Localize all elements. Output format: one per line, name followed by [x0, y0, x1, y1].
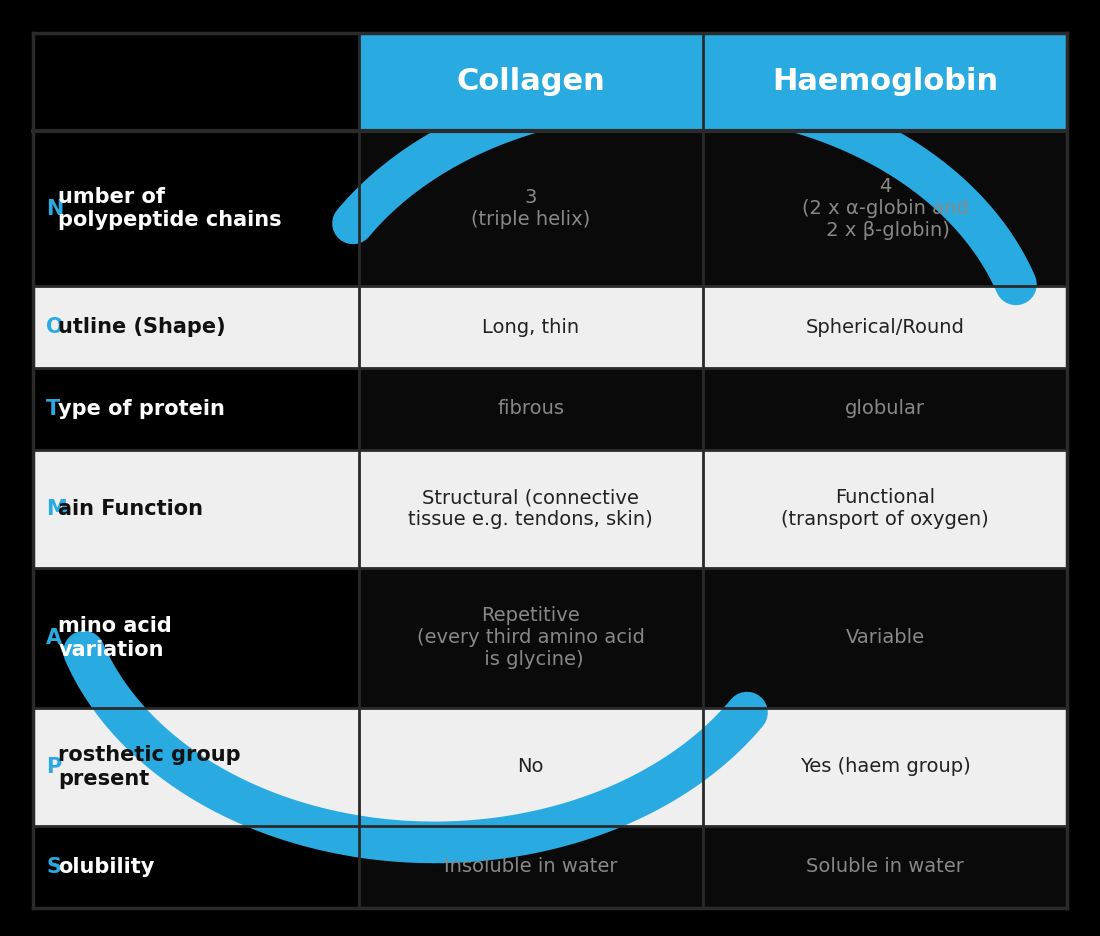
Bar	[703, 33, 1067, 131]
Bar	[703, 708, 1067, 826]
Text: T: T	[46, 399, 60, 419]
Text: Soluble in water: Soluble in water	[806, 857, 964, 876]
Bar	[703, 568, 1067, 708]
Bar	[33, 131, 359, 286]
Text: N: N	[46, 198, 64, 218]
Bar	[359, 826, 703, 908]
Bar	[33, 286, 359, 368]
Text: olubility: olubility	[58, 857, 155, 877]
Bar	[703, 450, 1067, 568]
Text: Functional
(transport of oxygen): Functional (transport of oxygen)	[781, 489, 989, 530]
Bar	[33, 826, 359, 908]
Bar	[703, 368, 1067, 450]
Text: umber of
polypeptide chains: umber of polypeptide chains	[58, 187, 282, 230]
Bar	[33, 33, 359, 131]
Bar	[359, 368, 703, 450]
Text: P: P	[46, 757, 62, 777]
Text: globular: globular	[845, 400, 925, 418]
Text: fibrous: fibrous	[497, 400, 564, 418]
Text: O: O	[46, 317, 64, 337]
Bar	[359, 708, 703, 826]
Bar	[33, 568, 359, 708]
Text: M: M	[46, 499, 67, 519]
Bar	[33, 708, 359, 826]
Text: Structural (connective
tissue e.g. tendons, skin): Structural (connective tissue e.g. tendo…	[408, 489, 653, 530]
Text: Spherical/Round: Spherical/Round	[805, 317, 965, 337]
Bar	[33, 368, 359, 450]
Text: Repetitive
(every third amino acid
 is glycine): Repetitive (every third amino acid is gl…	[417, 607, 645, 669]
Bar	[359, 33, 703, 131]
Text: Haemoglobin: Haemoglobin	[772, 67, 998, 96]
Text: 3
(triple helix): 3 (triple helix)	[471, 188, 591, 229]
Text: Collagen: Collagen	[456, 67, 605, 96]
Text: 4
(2 x α-globin and
 2 x β-globin): 4 (2 x α-globin and 2 x β-globin)	[802, 177, 968, 240]
Text: A: A	[46, 628, 63, 648]
Bar	[359, 450, 703, 568]
Bar	[703, 826, 1067, 908]
Text: No: No	[518, 757, 544, 777]
Text: Insoluble in water: Insoluble in water	[444, 857, 617, 876]
Text: mino acid
variation: mino acid variation	[58, 617, 172, 660]
Bar	[703, 131, 1067, 286]
Text: ain Function: ain Function	[58, 499, 204, 519]
Bar	[359, 286, 703, 368]
Text: utline (Shape): utline (Shape)	[58, 317, 226, 337]
Text: Yes (haem group): Yes (haem group)	[800, 757, 970, 777]
Text: Variable: Variable	[846, 628, 925, 648]
Text: Long, thin: Long, thin	[482, 317, 580, 337]
Text: S: S	[46, 857, 62, 877]
Bar	[33, 450, 359, 568]
Text: ype of protein: ype of protein	[58, 399, 226, 419]
Text: rosthetic group
present: rosthetic group present	[58, 745, 241, 788]
Bar	[703, 286, 1067, 368]
Bar	[359, 568, 703, 708]
Bar	[359, 131, 703, 286]
